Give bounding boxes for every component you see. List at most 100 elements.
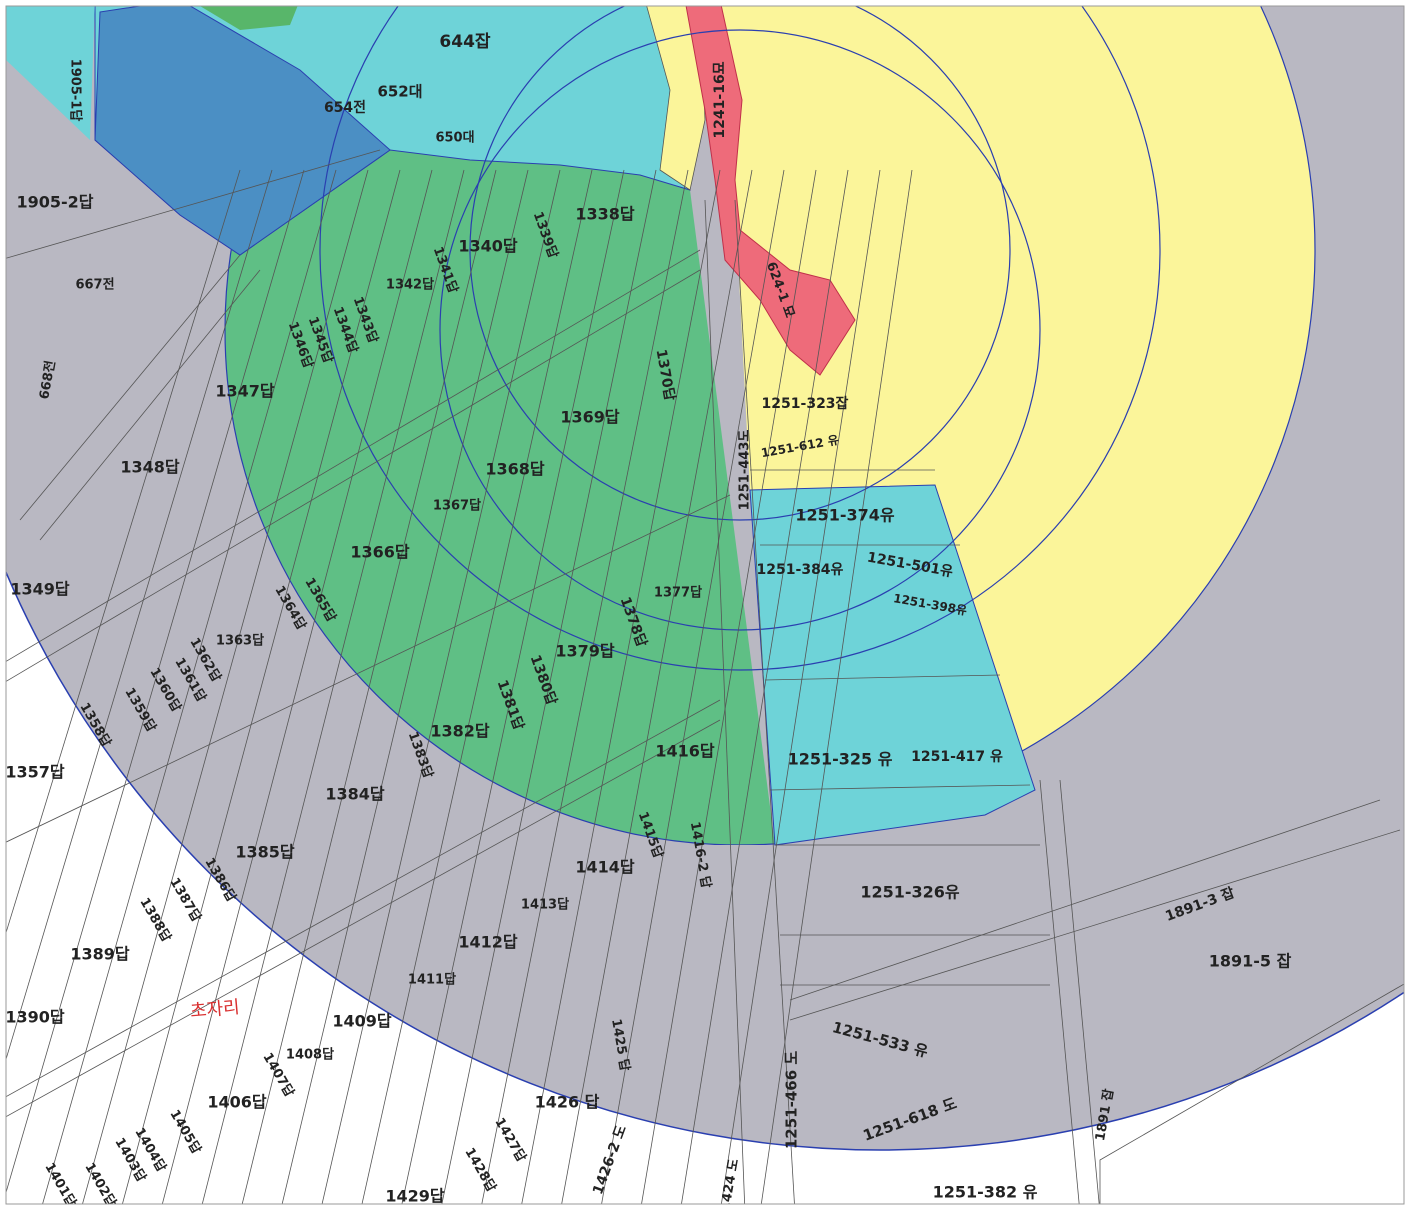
red-zone bbox=[685, 6, 856, 376]
parcel-label: 1905-1답 bbox=[68, 59, 83, 122]
parcel-label: 1411답 bbox=[408, 973, 456, 988]
parcel-label: 1891-5 잡 bbox=[1209, 952, 1292, 971]
parcel-line bbox=[481, 169, 689, 1204]
blue-zone bbox=[94, 6, 391, 256]
parcel-label: 1251-374유 bbox=[795, 506, 895, 525]
place-name: 초자리 bbox=[189, 997, 240, 1022]
parcel-label: 1349답 bbox=[10, 580, 70, 599]
parcel-label: 1382답 bbox=[430, 722, 490, 741]
parcel-label: 1347답 bbox=[215, 382, 275, 401]
parcel-label: 1406답 bbox=[207, 1093, 267, 1112]
parcel-line bbox=[42, 169, 337, 1204]
parcel-label: 1363답 bbox=[216, 634, 264, 649]
parcel-line bbox=[441, 169, 657, 1204]
road-line bbox=[789, 829, 1401, 1021]
parcel-label: 1251-323잡 bbox=[762, 395, 849, 412]
parcel-label: 1251-326유 bbox=[860, 883, 960, 902]
road-line bbox=[6, 699, 721, 1098]
parcel-label: 1369답 bbox=[560, 408, 620, 427]
parcel-line bbox=[401, 169, 625, 1204]
parcel-line bbox=[6, 169, 305, 1194]
parcel-label: 1409답 bbox=[332, 1012, 392, 1031]
parcel-line bbox=[521, 169, 721, 1204]
green-patch bbox=[200, 6, 298, 30]
parcel-label: 644잡 bbox=[439, 32, 490, 52]
parcel-label: 1905-2답 bbox=[16, 193, 93, 212]
road-line bbox=[6, 719, 721, 1118]
parcel-line bbox=[6, 169, 273, 1061]
parcel-line bbox=[641, 169, 817, 1204]
parcel-label: 1385답 bbox=[235, 843, 295, 862]
parcel-label: 1429답 bbox=[385, 1187, 445, 1206]
parcel-label: 1241-16묘 bbox=[712, 61, 728, 138]
parcel-label: 1414답 bbox=[575, 858, 635, 877]
buffer-ring bbox=[319, 6, 1161, 671]
buffer-ring bbox=[469, 6, 1011, 521]
parcel-label: 1384답 bbox=[325, 785, 385, 804]
parcel-line bbox=[6, 169, 241, 935]
road-line bbox=[1039, 779, 1080, 1204]
parcel-label: 1251-384유 bbox=[757, 562, 844, 578]
road-line bbox=[6, 269, 701, 682]
parcel-line bbox=[601, 169, 785, 1204]
parcel-label: 1251-417 유 bbox=[911, 749, 1003, 765]
parcel-label: 1426 답 bbox=[535, 1093, 600, 1112]
parcel-label: 668전 bbox=[36, 359, 59, 400]
parcel-label: 1357답 bbox=[5, 763, 65, 782]
parcel-label: 1251-466 도 bbox=[783, 1051, 801, 1150]
parcel-label: 1366답 bbox=[350, 543, 410, 562]
parcel-label: 1408답 bbox=[286, 1048, 334, 1063]
parcel-label: 1377답 bbox=[654, 586, 702, 601]
parcel-line bbox=[764, 674, 1001, 681]
parcel-label: 667전 bbox=[75, 277, 114, 293]
road-line bbox=[39, 269, 261, 541]
parcel-label: 1416답 bbox=[655, 742, 715, 761]
parcel-label: 1413답 bbox=[521, 898, 569, 913]
cyan-zone-west bbox=[6, 6, 95, 140]
road-line bbox=[19, 254, 241, 521]
parcel-label: 1338답 bbox=[575, 205, 635, 224]
parcel-line bbox=[201, 169, 465, 1204]
parcel-line bbox=[241, 169, 497, 1204]
parcel-line bbox=[769, 784, 1031, 791]
parcel-label: 1390답 bbox=[5, 1008, 65, 1027]
parcel-line bbox=[161, 169, 433, 1204]
road-line bbox=[6, 149, 381, 259]
parcel-label: 654전 bbox=[324, 99, 366, 116]
boundary-line bbox=[1099, 983, 1404, 1204]
parcel-label: 1368답 bbox=[485, 460, 545, 479]
parcel-line bbox=[361, 169, 593, 1204]
parcel-label: 1251-443도 bbox=[738, 430, 753, 511]
parcel-label: 1389답 bbox=[70, 945, 130, 964]
parcel-line bbox=[760, 169, 913, 1204]
road-line bbox=[789, 799, 1381, 1001]
parcel-line bbox=[82, 169, 369, 1204]
parcel-label: 1348답 bbox=[120, 458, 180, 477]
cyan-zone-south bbox=[749, 484, 1036, 846]
yellow-strip bbox=[646, 6, 706, 191]
parcel-label: 1251-382 유 bbox=[933, 1183, 1038, 1202]
parcel-line bbox=[561, 169, 753, 1204]
parcel-line bbox=[122, 169, 401, 1204]
parcel-label: 652대 bbox=[377, 83, 422, 101]
parcel-label: 1412답 bbox=[458, 933, 518, 952]
parcel-label: 650대 bbox=[435, 131, 474, 146]
parcel-line bbox=[281, 169, 529, 1204]
parcel-label: 1379답 bbox=[555, 642, 615, 661]
parcel-line bbox=[321, 169, 561, 1204]
road-line bbox=[704, 199, 746, 1204]
parcel-line bbox=[720, 169, 881, 1204]
parcel-label: 1367답 bbox=[433, 499, 481, 514]
road-line bbox=[6, 249, 701, 662]
parcel-label: 1251-325 유 bbox=[788, 750, 893, 769]
road-line bbox=[6, 494, 731, 843]
frame bbox=[5, 5, 1405, 1205]
buffer-ring bbox=[439, 29, 1041, 631]
road-line bbox=[1059, 779, 1100, 1204]
parcel-label: 1340답 bbox=[458, 237, 518, 256]
parcel-lines bbox=[6, 169, 913, 1204]
parcel-lines bbox=[6, 149, 1404, 1204]
parcel-label: 1342답 bbox=[386, 278, 434, 293]
